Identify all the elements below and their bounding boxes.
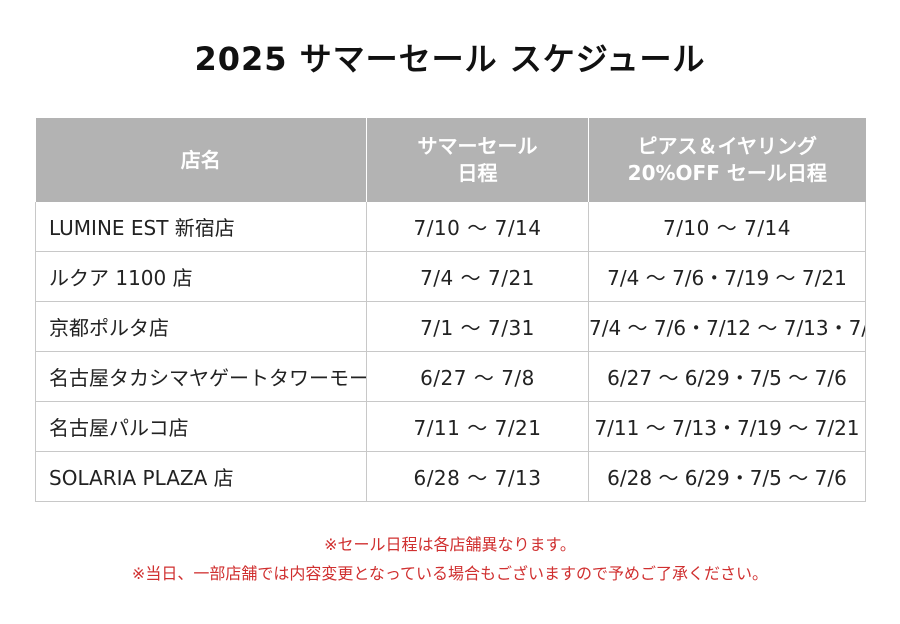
summer-dates: 7/1 ～ 7/31 (366, 301, 589, 352)
note-line-1: ※セール日程は各店舗異なります。 (324, 535, 576, 554)
pierce-dates: 7/4 ～ 7/6・7/19 ～ 7/21 (588, 251, 866, 302)
summer-dates: 7/4 ～ 7/21 (366, 251, 589, 302)
page-title: 2025 サマーセール スケジュール (194, 40, 706, 78)
header-summer-sale: サマーセール 日程 (366, 118, 589, 202)
table-row: 名古屋パルコ店 7/11 ～ 7/21 7/11 ～ 7/13・7/19 ～ 7… (35, 401, 866, 452)
notes: ※セール日程は各店舗異なります。 ※当日、一部店舗では内容変更となっている場合も… (0, 530, 900, 588)
table-row: SOLARIA PLAZA 店 6/28 ～ 7/13 6/28 ～ 6/29・… (35, 451, 866, 502)
header-summer-line1: サマーセール (417, 134, 538, 158)
table-row: 名古屋タカシマヤゲートタワーモール店 6/27 ～ 7/8 6/27 ～ 6/2… (35, 351, 866, 402)
header-store-label: 店名 (180, 147, 221, 172)
pierce-dates: 7/11 ～ 7/13・7/19 ～ 7/21 (588, 401, 866, 452)
store-name: LUMINE EST 新宿店 (35, 202, 367, 252)
summer-dates: 7/10 ～ 7/14 (366, 202, 589, 252)
header-summer-line2: 日程 (457, 161, 498, 185)
header-store: 店名 (35, 118, 367, 202)
store-name: 名古屋パルコ店 (35, 401, 367, 452)
note-line-2: ※当日、一部店舗では内容変更となっている場合もございますので予めご了承ください。 (131, 564, 769, 583)
store-name: ルクア 1100 店 (35, 251, 367, 302)
store-name: 京都ポルタ店 (35, 301, 367, 352)
summer-dates: 6/27 ～ 7/8 (366, 351, 589, 402)
pierce-dates: 6/27 ～ 6/29・7/5 ～ 7/6 (588, 351, 866, 402)
header-pierce-sale: ピアス＆イヤリング 20%OFF セール日程 (588, 118, 866, 202)
header-pierce-line1: ピアス＆イヤリング (637, 134, 817, 158)
header-pierce-line2: 20%OFF セール日程 (627, 161, 827, 185)
table-row: LUMINE EST 新宿店 7/10 ～ 7/14 7/10 ～ 7/14 (35, 202, 866, 252)
pierce-dates: 6/28 ～ 6/29・7/5 ～ 7/6 (588, 451, 866, 502)
store-name: 名古屋タカシマヤゲートタワーモール店 (35, 351, 367, 402)
table-header-row: 店名 サマーセール 日程 ピアス＆イヤリング 20%OFF セール日程 (35, 118, 866, 202)
summer-dates: 7/11 ～ 7/21 (366, 401, 589, 452)
store-name: SOLARIA PLAZA 店 (35, 451, 367, 502)
schedule-table: 店名 サマーセール 日程 ピアス＆イヤリング 20%OFF セール日程 LUMI… (35, 118, 866, 502)
pierce-dates: 7/4 ～ 7/6・7/12 ～ 7/13・7/19 ～ 21 (588, 301, 866, 352)
pierce-dates: 7/10 ～ 7/14 (588, 202, 866, 252)
table-row: ルクア 1100 店 7/4 ～ 7/21 7/4 ～ 7/6・7/19 ～ 7… (35, 251, 866, 302)
summer-dates: 6/28 ～ 7/13 (366, 451, 589, 502)
table-row: 京都ポルタ店 7/1 ～ 7/31 7/4 ～ 7/6・7/12 ～ 7/13・… (35, 301, 866, 352)
